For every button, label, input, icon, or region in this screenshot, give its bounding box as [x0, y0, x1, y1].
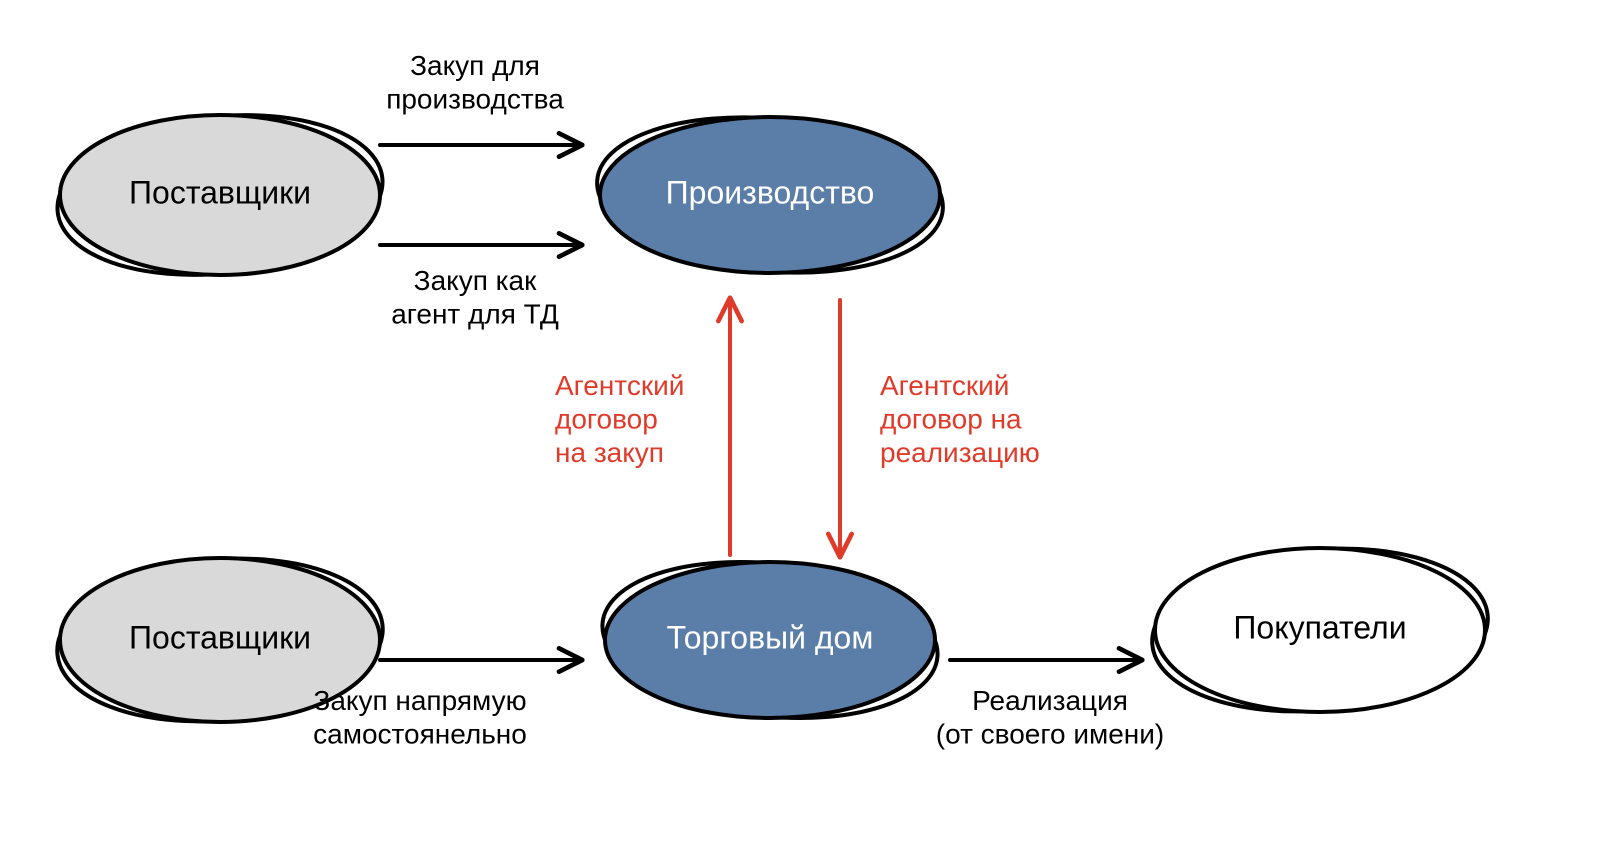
edge-label-e2: Закуп какагент для ТД [391, 265, 559, 330]
node-production: Производство [591, 104, 950, 287]
edge-label-e3: Агентскийдоговорна закуп [555, 370, 684, 468]
node-label-suppliers_top: Поставщики [129, 174, 311, 210]
flowchart-canvas: Поставщики Производство Поставщики Торговый… [0, 0, 1600, 861]
node-buyers: Покупатели [1145, 535, 1494, 724]
edge-label-e5: Закуп напрямуюсамостоянельно [313, 685, 527, 750]
edge-label-e6: Реализация(от своего имени) [936, 685, 1164, 750]
node-suppliers_top: Поставщики [49, 100, 390, 290]
edge-label-e1: Закуп дляпроизводства [386, 50, 564, 115]
node-label-suppliers_bottom: Поставщики [129, 619, 311, 655]
node-label-trading_house: Торговый дом [667, 619, 874, 655]
node-trading_house: Торговый дом [595, 546, 946, 733]
node-label-production: Производство [666, 174, 875, 210]
edge-label-e4: Агентскийдоговор нареализацию [880, 370, 1040, 468]
node-label-buyers: Покупатели [1233, 609, 1406, 645]
